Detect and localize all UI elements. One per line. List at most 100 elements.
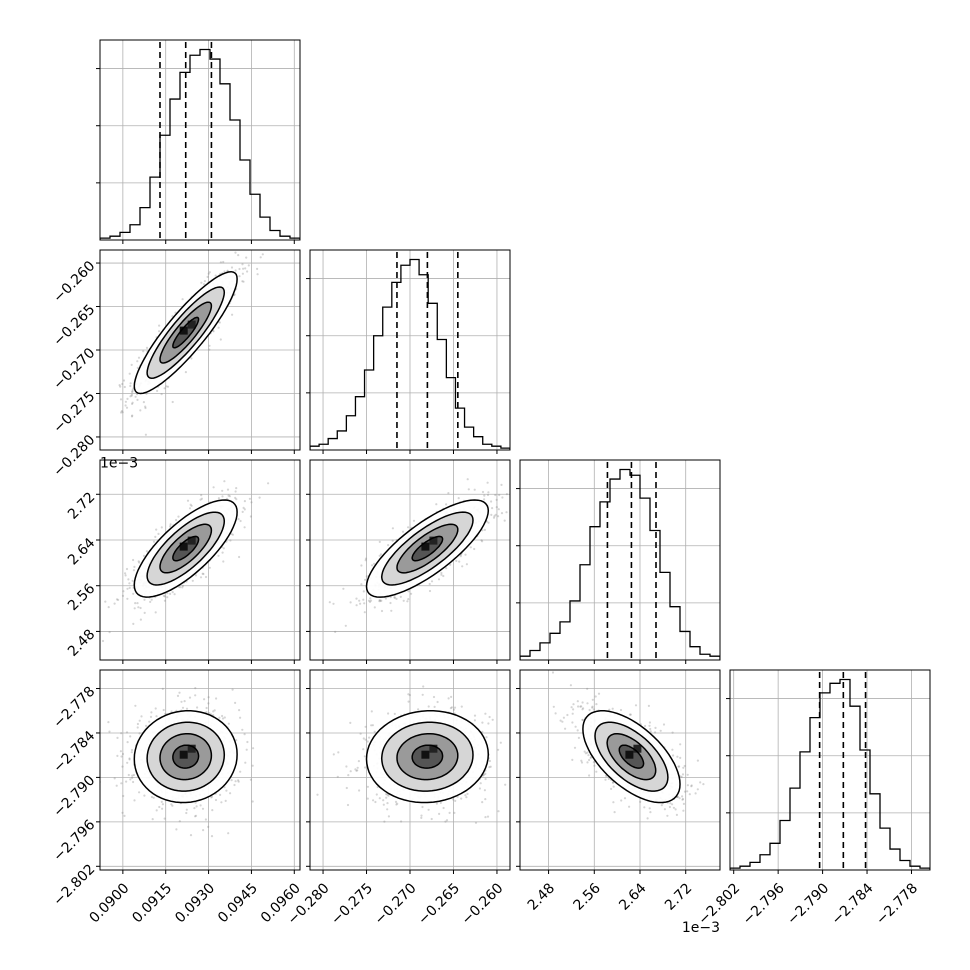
scatter-point xyxy=(230,779,233,782)
scatter-point xyxy=(217,497,220,500)
scatter-point xyxy=(161,807,164,810)
scatter-point xyxy=(394,800,398,804)
scatter-point xyxy=(420,814,423,817)
scatter-point xyxy=(162,708,165,712)
scatter-point xyxy=(136,398,139,401)
scatter-point xyxy=(155,715,158,718)
scatter-point xyxy=(238,555,241,559)
scatter-point xyxy=(142,350,145,353)
scatter-point xyxy=(459,555,462,558)
scatter-point xyxy=(130,393,133,396)
scatter-point xyxy=(450,706,453,709)
scatter-point xyxy=(259,256,262,259)
scatter-point xyxy=(119,398,123,401)
scatter-point xyxy=(487,722,490,725)
scatter-point xyxy=(464,553,467,556)
scatter-point xyxy=(243,733,246,736)
scatter-point xyxy=(252,747,255,750)
scatter-point xyxy=(484,798,487,801)
scatter-point xyxy=(120,732,123,735)
scatter-point xyxy=(238,709,241,712)
scatter-point xyxy=(386,802,389,805)
scatter-point xyxy=(219,338,222,341)
scatter-point xyxy=(239,716,242,719)
scatter-point xyxy=(226,269,229,272)
scatter-point xyxy=(207,696,210,699)
scatter-point xyxy=(437,578,441,581)
scatter-point xyxy=(188,696,192,699)
scatter-point xyxy=(148,720,151,723)
scatter-point xyxy=(134,704,137,707)
scatter-point xyxy=(137,606,140,609)
scatter-point xyxy=(221,717,225,720)
scatter-point xyxy=(139,618,142,621)
scatter-point xyxy=(378,600,381,603)
scatter-point xyxy=(421,805,424,809)
scatter-point xyxy=(145,550,148,553)
scatter-point xyxy=(234,251,237,254)
scatter-point xyxy=(486,493,490,497)
scatter-point xyxy=(486,815,490,818)
scatter-point xyxy=(334,630,337,634)
x-tick-label: 0.0930 xyxy=(172,880,218,926)
scatter-point xyxy=(649,727,652,731)
contour-line xyxy=(133,499,238,598)
scatter-point xyxy=(371,564,374,567)
density-peak xyxy=(187,744,196,753)
scatter-point xyxy=(681,795,684,798)
scatter-point xyxy=(354,768,357,771)
scatter-point xyxy=(363,602,366,605)
scatter-point xyxy=(448,811,451,815)
scatter-point xyxy=(681,798,684,801)
scatter-point xyxy=(242,506,245,509)
scatter-point xyxy=(239,770,242,773)
scatter-point xyxy=(430,580,434,583)
contour-line xyxy=(159,523,213,574)
scatter-point xyxy=(185,808,188,811)
scatter-point xyxy=(158,324,161,327)
scatter-point xyxy=(125,731,129,734)
grid xyxy=(100,250,300,450)
scatter-point xyxy=(199,576,203,579)
scatter-point xyxy=(131,776,134,780)
histogram-step xyxy=(310,258,510,450)
scatter-point xyxy=(131,774,134,777)
scatter-point xyxy=(357,760,360,763)
scatter-point xyxy=(171,591,174,594)
histogram-step xyxy=(520,468,720,660)
scatter-point xyxy=(231,313,234,316)
scatter-point xyxy=(359,732,362,735)
scatter-point xyxy=(122,379,126,382)
scatter-point xyxy=(115,784,118,787)
scatter-point xyxy=(516,739,518,741)
scatter-point xyxy=(128,758,131,761)
scatter-point xyxy=(169,523,172,526)
density-peak xyxy=(429,536,438,545)
scatter-point xyxy=(207,702,210,705)
scatter-point xyxy=(406,600,409,603)
scatter-point xyxy=(219,261,222,264)
scatter-point xyxy=(223,480,226,483)
scatter-point xyxy=(494,513,497,516)
contour-line xyxy=(172,744,200,769)
scatter-point xyxy=(143,598,146,601)
scatter-point xyxy=(450,695,453,699)
contour-line xyxy=(365,499,490,598)
scatter-point xyxy=(612,785,615,788)
scatter-point xyxy=(163,387,166,390)
scatter-point xyxy=(447,697,450,700)
x-tick-label: −0.270 xyxy=(372,880,420,928)
scatter-point xyxy=(81,433,83,435)
scatter-point xyxy=(244,761,247,764)
scatter-point xyxy=(224,799,227,803)
density xyxy=(328,478,508,634)
scatter-point xyxy=(267,482,270,485)
scatter-point xyxy=(499,741,502,744)
scatter-point xyxy=(474,821,478,824)
scatter-point xyxy=(125,567,129,571)
scatter-point xyxy=(486,481,489,484)
scatter-point xyxy=(115,598,119,601)
scatter-point xyxy=(138,561,141,564)
scatter-point xyxy=(134,602,137,605)
scatter-point xyxy=(134,395,137,398)
